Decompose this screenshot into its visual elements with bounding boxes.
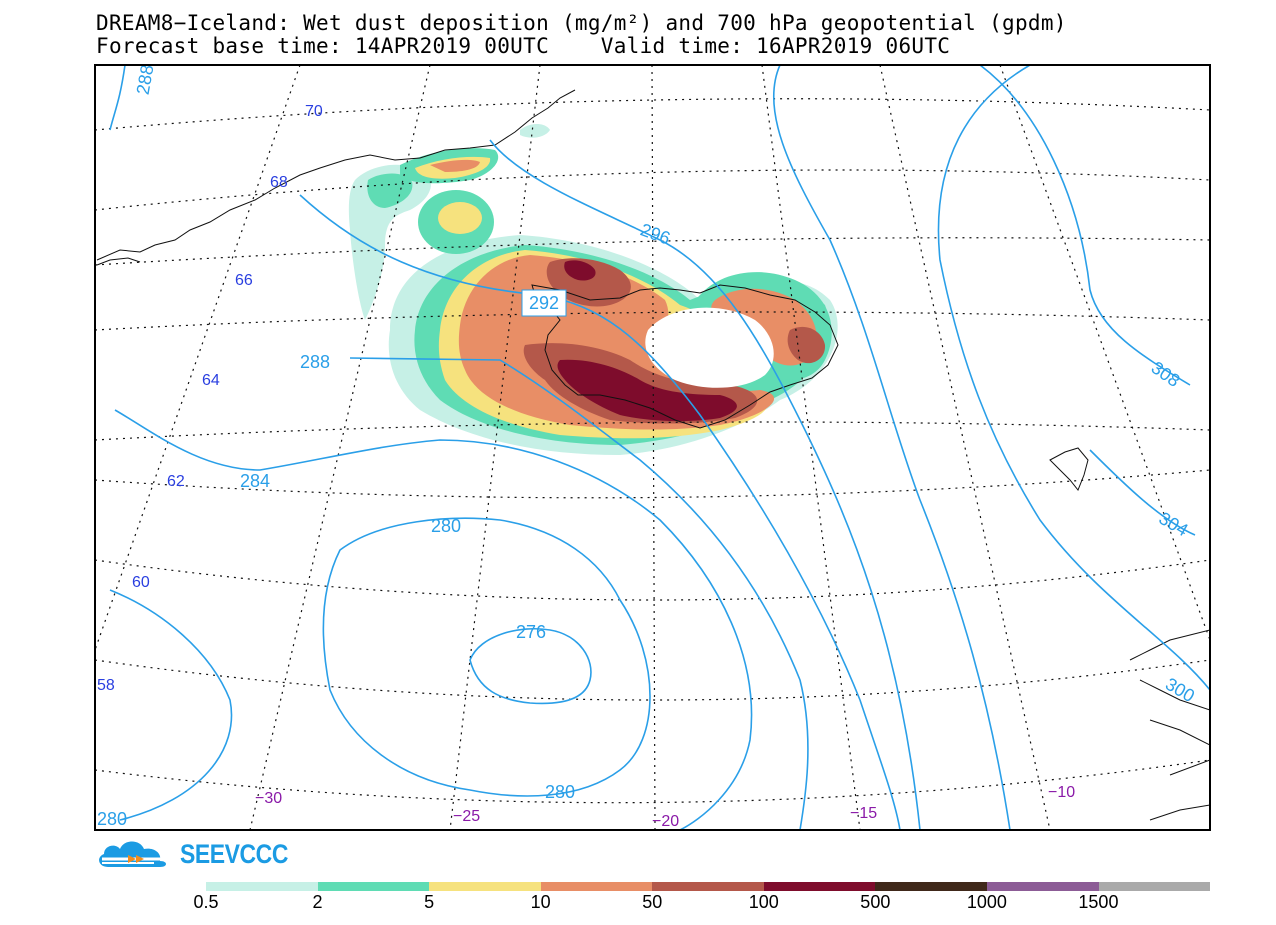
contour-label: 288 <box>300 352 330 372</box>
legend-swatch <box>875 882 987 891</box>
map-frame <box>94 64 1211 831</box>
latitude-label: 60 <box>132 574 150 591</box>
longitude-label: −30 <box>255 790 282 807</box>
latitude-label: 70 <box>305 103 323 120</box>
map-title: DREAM8−Iceland: Wet dust deposition (mg/… <box>96 11 1067 35</box>
longitude-label: −25 <box>453 808 480 825</box>
color-legend-bar <box>206 882 1211 891</box>
latitude-label: 68 <box>270 174 288 191</box>
legend-swatch <box>763 882 876 891</box>
latitude-label: 58 <box>97 677 115 694</box>
legend-swatch <box>429 882 541 891</box>
longitude-label: −20 <box>652 813 679 830</box>
longitude-labels: −30 −25 −20 −15 −10 <box>255 784 1075 830</box>
logo-text: SEEVCCC <box>180 838 288 869</box>
legend-swatch <box>652 882 764 891</box>
legend-tick-label: 500 <box>860 892 891 912</box>
geopotential-contours <box>109 65 1210 830</box>
cloud-logo-icon <box>99 841 166 867</box>
longitude-label: −10 <box>1048 784 1075 801</box>
legend-tick-label: 100 <box>748 892 779 912</box>
legend-tick-label: 0.5 <box>193 892 219 912</box>
legend-swatch <box>1098 882 1211 891</box>
legend-tick-label: 5 <box>424 892 435 912</box>
contour-label: 280 <box>545 782 575 802</box>
longitude-label: −15 <box>850 805 877 822</box>
contour-label: 280 <box>431 516 461 536</box>
contour-label: 292 <box>529 293 559 313</box>
legend-swatch <box>317 882 430 891</box>
legend-tick-label: 1000 <box>966 892 1007 912</box>
contour-label: 276 <box>516 622 546 642</box>
contour-label: 280 <box>97 809 127 829</box>
legend-tick-label: 2 <box>312 892 323 912</box>
latitude-label: 64 <box>202 372 220 389</box>
graticule <box>95 65 1210 830</box>
contour-label: 284 <box>240 471 270 491</box>
latitude-labels: 70 68 66 64 62 60 58 <box>97 103 323 694</box>
latitude-label: 62 <box>167 473 185 490</box>
map-subtitle: Forecast base time: 14APR2019 00UTC Vali… <box>96 34 951 58</box>
coastlines <box>96 89 1210 821</box>
seevccc-logo: SEEVCCC <box>94 836 307 872</box>
legend-tick-label: 1500 <box>1078 892 1119 912</box>
legend-swatch <box>540 882 653 891</box>
legend-tick-label: 10 <box>530 892 551 912</box>
legend-swatch <box>206 882 318 891</box>
legend-tick-label: 50 <box>642 892 663 912</box>
latitude-label: 66 <box>235 272 253 289</box>
legend-swatch <box>986 882 1099 891</box>
